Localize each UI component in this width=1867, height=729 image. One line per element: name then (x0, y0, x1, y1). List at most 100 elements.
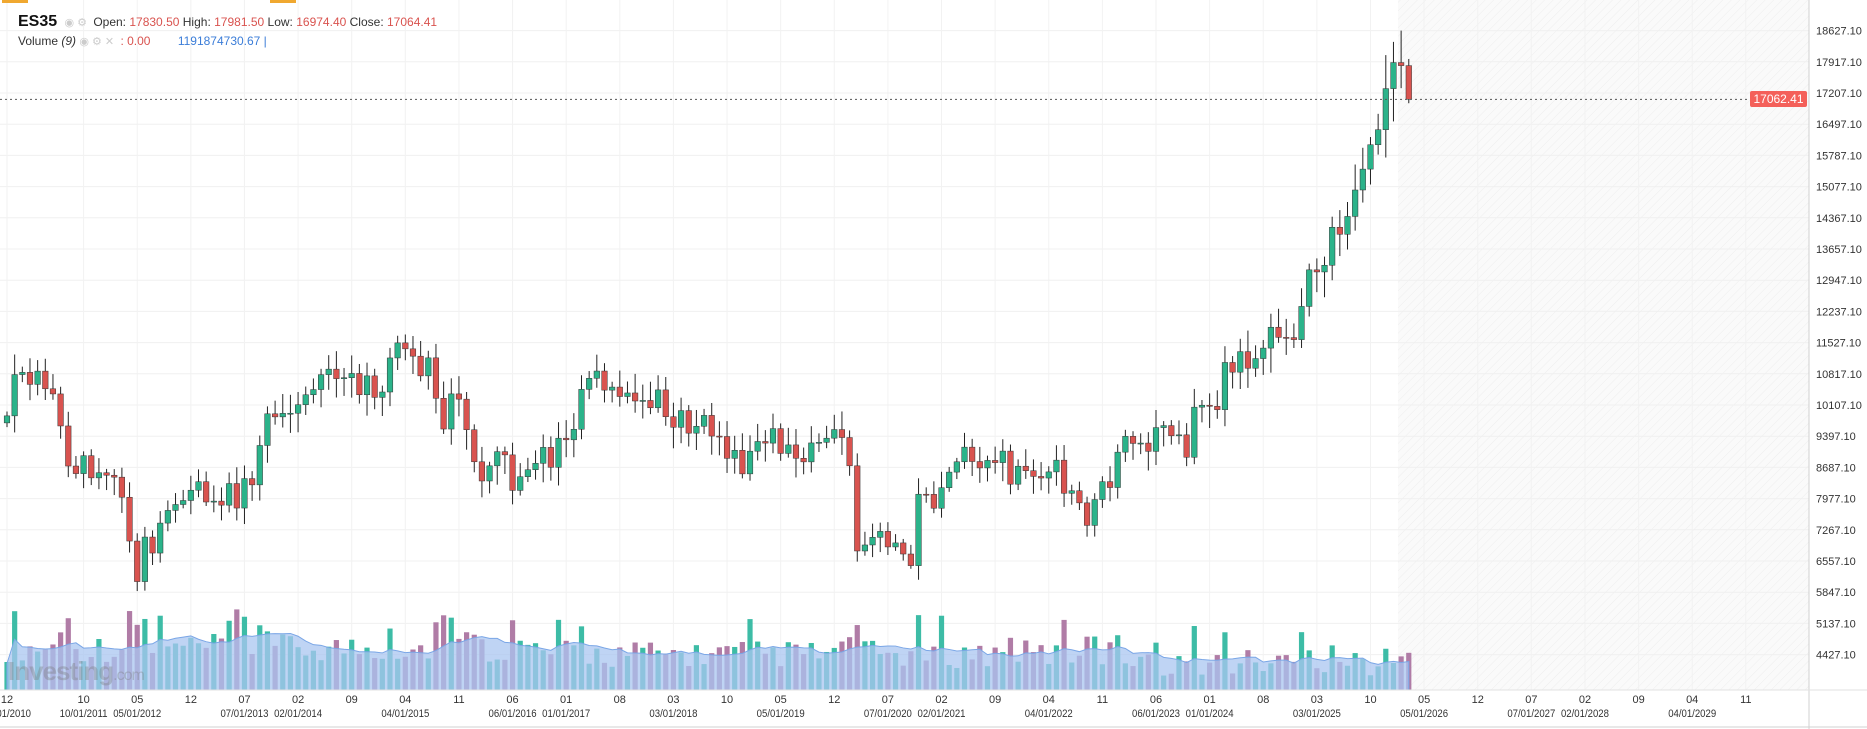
candle-body (471, 429, 478, 463)
candle-body (578, 389, 585, 430)
candle-body (19, 372, 26, 375)
x-tick-month: 03 (667, 694, 679, 706)
high-value: 17981.50 (214, 15, 265, 29)
candle-body (295, 404, 302, 414)
top-tab-marker (2, 0, 28, 3)
candle-body (1352, 189, 1359, 217)
candle-body (1114, 451, 1121, 488)
candle-body (325, 368, 332, 375)
candle-body (218, 500, 225, 506)
x-tick-month: 08 (1257, 694, 1269, 706)
candle-body (440, 398, 447, 430)
candle-body (172, 504, 179, 511)
candle-body (647, 400, 654, 409)
candle-body (149, 536, 156, 554)
x-tick-month: 05 (131, 694, 143, 706)
x-tick-month: 10 (721, 694, 733, 706)
eye-icon[interactable]: ◉ (79, 36, 89, 48)
x-tick-date: 07/01/2020 (864, 708, 912, 720)
candle-body (1398, 62, 1405, 66)
eye-icon[interactable]: ◉ (64, 17, 75, 29)
candle-body (486, 465, 493, 482)
y-tick-label: 15787.10 (1816, 150, 1862, 162)
candle-body (1306, 269, 1313, 307)
candle-body (371, 375, 378, 398)
candle-body (1152, 427, 1160, 452)
candle-body (999, 450, 1006, 463)
candle-body (1336, 227, 1343, 235)
settings-icon[interactable]: ⚙ (92, 36, 102, 48)
candle-body (157, 522, 164, 554)
y-tick-label: 13657.10 (1816, 244, 1862, 256)
x-tick-date: 05/01/2019 (757, 708, 805, 720)
x-tick-date: 05/01/2012 (113, 708, 161, 720)
candle-body (394, 342, 401, 359)
x-tick-date: 04/01/2029 (1668, 708, 1716, 720)
candle-body (976, 461, 983, 469)
candle-body (1045, 471, 1052, 479)
candle-body (49, 388, 57, 395)
candle-body (708, 415, 715, 437)
y-tick-label: 12237.10 (1816, 306, 1862, 318)
x-tick-date: 05/01/2026 (1400, 708, 1448, 720)
candle-body (1145, 442, 1152, 452)
candle-body (1030, 470, 1037, 477)
x-tick-month: 06 (1150, 694, 1162, 706)
candle-body (930, 494, 937, 509)
candle-body (1015, 465, 1022, 485)
candle-body (563, 437, 570, 441)
candle-body (134, 540, 141, 582)
candle-body (815, 442, 823, 444)
candle-body (402, 342, 409, 350)
candle-body (88, 455, 95, 479)
symbol-label: ES35 (18, 13, 58, 30)
x-tick-date: 02/01/2028 (1561, 708, 1609, 720)
candle-body (432, 357, 440, 399)
candle-body (455, 393, 462, 400)
x-tick-date: 10/01/2011 (60, 708, 108, 720)
grid (0, 0, 1809, 690)
x-tick-month: 11 (1740, 694, 1751, 706)
candle-body (1313, 269, 1320, 273)
x-tick-month: 05 (1418, 694, 1430, 706)
x-tick-month: 03 (1311, 694, 1323, 706)
x-tick-month: 12 (1, 694, 13, 706)
candle-body (1329, 227, 1336, 266)
x-tick-month: 04 (399, 694, 411, 706)
candle-body (318, 374, 325, 390)
candle-body (1091, 499, 1098, 526)
close-icon[interactable]: ✕ (104, 36, 115, 48)
candle-body (1375, 129, 1382, 145)
candle-body (1122, 436, 1129, 453)
x-tick-date: 07/01/2013 (220, 708, 268, 720)
candle-body (1260, 347, 1267, 359)
y-tick-label: 16497.10 (1816, 119, 1862, 131)
x-tick-month: 05 (775, 694, 787, 706)
candle-body (892, 542, 899, 548)
candle-body (992, 460, 999, 463)
candle-body (1129, 436, 1137, 444)
settings-icon[interactable]: ⚙ (77, 17, 87, 29)
candle-body (946, 471, 953, 488)
candle-body (1099, 481, 1106, 500)
volume-ma-area (6, 632, 1410, 691)
candle-body (72, 465, 79, 474)
candle-body (233, 483, 240, 509)
candle-body (884, 531, 891, 548)
candle-body (180, 500, 187, 505)
x-tick-date: 04/01/2015 (381, 708, 429, 720)
x-tick-month: 12 (828, 694, 840, 706)
candle-body (1298, 306, 1305, 340)
candle-body (586, 378, 593, 390)
candle-body (42, 370, 49, 390)
candle-body (1175, 434, 1183, 437)
candle-body (65, 425, 72, 467)
volume-value: : 0.00 (120, 34, 151, 48)
x-tick-date: 01/01/2024 (1186, 708, 1234, 720)
volume-bar (1191, 626, 1197, 690)
candle-body (953, 461, 960, 473)
candle-body (524, 469, 531, 477)
candle-body (624, 392, 631, 397)
candle-body (356, 373, 363, 396)
